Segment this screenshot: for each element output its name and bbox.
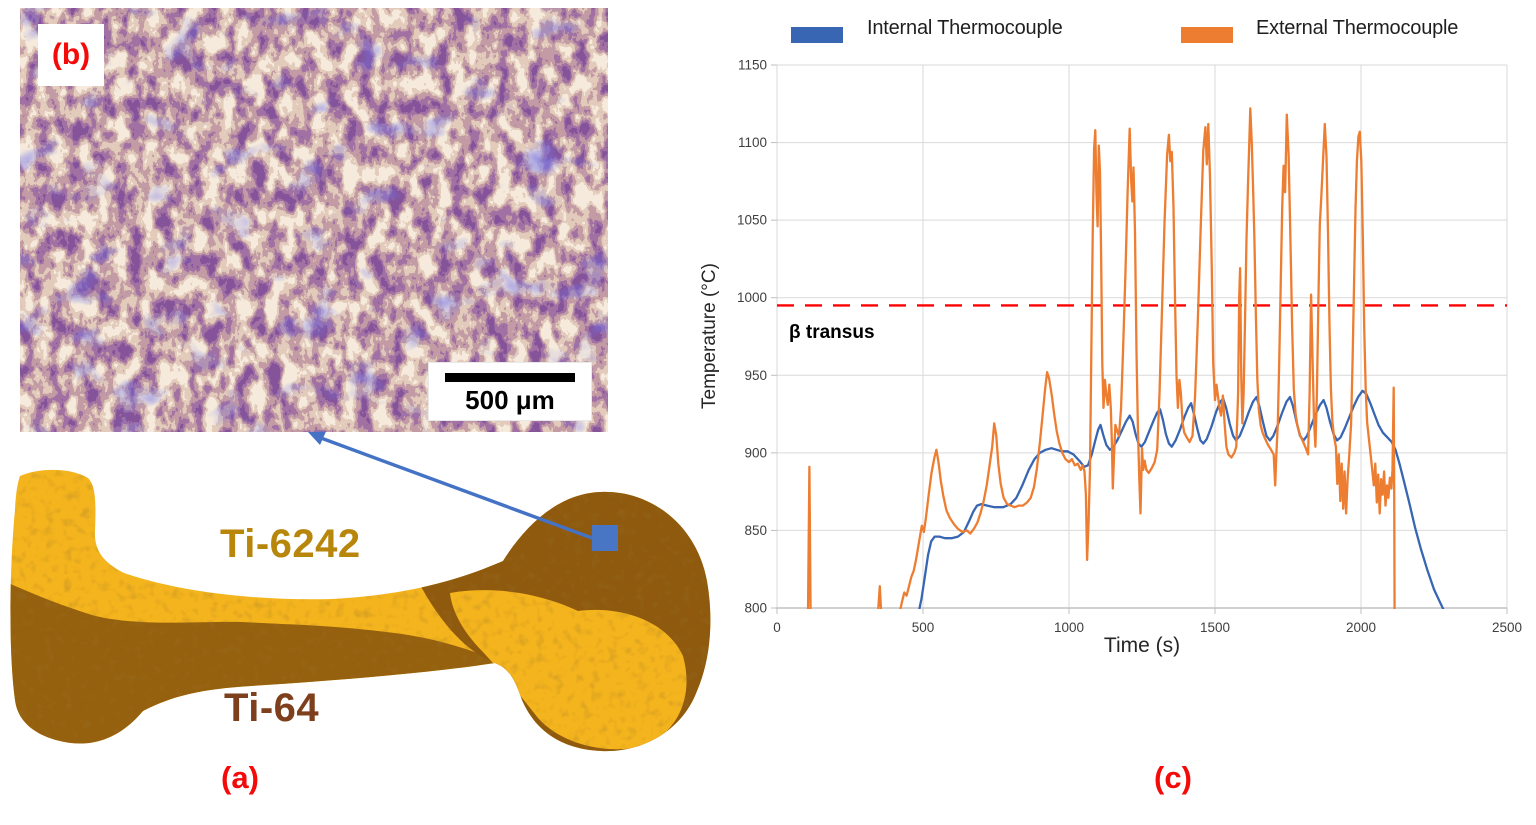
scale-bar-text: 500 μm [465,385,555,415]
svg-text:2000: 2000 [1346,620,1376,635]
svg-text:1150: 1150 [738,58,767,73]
beta-transus-label: β transus [789,322,875,343]
specimen-marker [592,525,618,551]
specimen-image [10,469,711,752]
svg-text:900: 900 [744,445,767,460]
svg-text:2500: 2500 [1492,620,1522,635]
svg-text:950: 950 [744,368,767,383]
svg-text:1100: 1100 [738,135,767,150]
temperature-time-plot: 800 850 900 950 1000 1050 1100 1150 0 500 1000 1500… [737,58,1522,636]
material-label-ti6242: Ti-6242 [220,522,361,566]
y-axis-title: Temperature (°C) [699,263,720,409]
annotation-arrow [308,431,593,540]
arrowhead-icon [308,431,326,445]
svg-text:800: 800 [744,601,767,616]
material-label-ti64: Ti-64 [224,686,320,730]
panel-c-label: (c) [1154,760,1192,795]
svg-text:0: 0 [773,620,781,635]
svg-text:1000: 1000 [1054,620,1084,635]
svg-text:1050: 1050 [737,213,767,228]
legend-label-external: External Thermocouple [1256,17,1459,39]
chart-panel: Internal Thermocouple External Thermocou… [699,0,1536,825]
micrograph-texture [20,8,608,432]
scale-bar-line [445,373,575,382]
svg-text:850: 850 [744,523,767,538]
svg-text:1500: 1500 [1200,620,1230,635]
x-axis-title: Time (s) [1103,634,1181,657]
svg-text:1000: 1000 [737,290,767,305]
panel-b-label-box: (b) [38,24,104,86]
panel-a-label: (a) [221,760,259,795]
svg-text:500: 500 [912,620,935,635]
micrograph-image: (b) 500 μm [20,8,608,432]
legend-swatch-internal [791,27,843,43]
panel-b-label: (b) [51,38,91,71]
legend-swatch-external [1181,27,1233,43]
legend-label-internal: Internal Thermocouple [867,17,1063,39]
scale-bar: 500 μm [428,362,592,421]
